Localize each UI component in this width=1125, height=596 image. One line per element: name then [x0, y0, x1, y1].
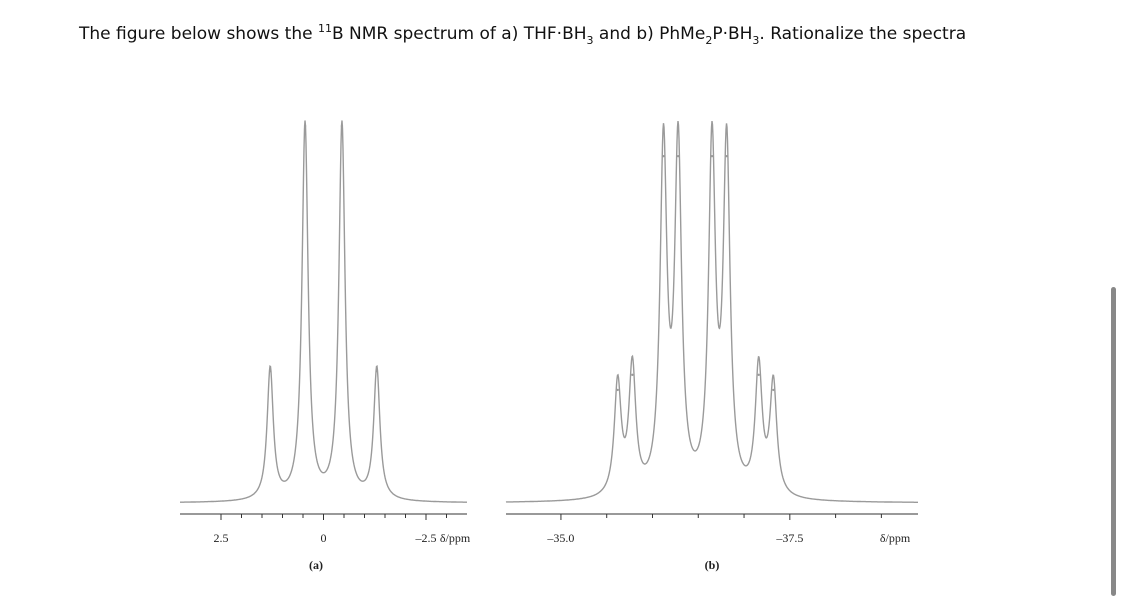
- nmr-peak: [616, 388, 619, 392]
- question-part: and b) PhMe: [593, 24, 706, 44]
- nmr-peak: [676, 154, 680, 158]
- x-axis-unit-label: δ/ppm: [440, 531, 471, 545]
- subscript: 2: [705, 34, 713, 47]
- nmr-peak: [725, 154, 728, 158]
- question-part: P·BH: [712, 24, 753, 44]
- nmr-peak: [303, 124, 307, 128]
- vertical-scrollbar[interactable]: [1111, 287, 1116, 596]
- question-part: B NMR spectrum of a) THF·BH: [331, 24, 587, 44]
- nmr-peak: [340, 124, 344, 128]
- nmr-peak: [631, 373, 634, 377]
- nmr-spectrum-trace: [505, 121, 918, 503]
- x-tick-label: 0: [321, 531, 327, 545]
- spectrum-panel-b: –35.0 –37.5 δ/ppm (b): [505, 121, 918, 572]
- x-tick-label: –35.0: [546, 531, 574, 545]
- nmr-peak: [375, 369, 378, 373]
- nmr-peak: [757, 373, 760, 377]
- nmr-peak: [772, 388, 775, 392]
- question-text: The figure below shows the 11B NMR spect…: [79, 22, 967, 47]
- nmr-peak: [710, 154, 714, 158]
- question-part: . Rationalize the spectra: [759, 24, 967, 44]
- subscript: 3: [586, 34, 594, 47]
- nmr-peak: [662, 154, 665, 158]
- panel-label: (a): [309, 558, 323, 572]
- panel-label: (b): [705, 558, 720, 572]
- nmr-spectrum-trace: [180, 120, 467, 503]
- subscript: 3: [752, 34, 760, 47]
- spectrum-panel-a: 2.5 0 –2.5 δ/ppm (a): [180, 120, 471, 572]
- boron-isotope-superscript: 11: [317, 22, 332, 35]
- x-axis-unit-label: δ/ppm: [880, 531, 911, 545]
- x-tick-label: 2.5: [214, 531, 229, 545]
- nmr-peak: [269, 369, 272, 373]
- x-tick-label: –2.5: [415, 531, 437, 545]
- x-tick-label: –37.5: [775, 531, 803, 545]
- question-part: The figure below shows the: [79, 24, 318, 44]
